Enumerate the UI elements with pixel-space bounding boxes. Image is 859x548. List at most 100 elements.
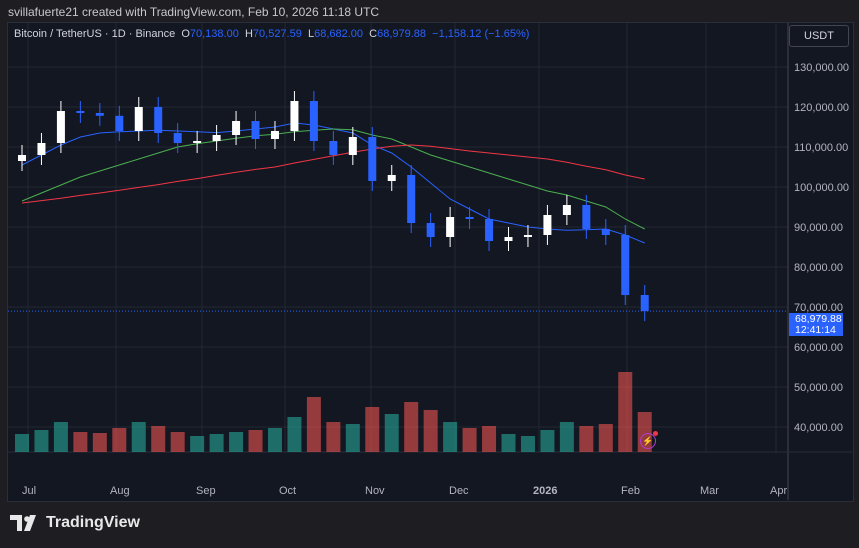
y-tick-label: 40,000.00 — [794, 422, 843, 434]
change-value: −1,158.12 (−1.65%) — [432, 28, 530, 40]
candle-body — [95, 113, 104, 116]
volume-bar — [326, 422, 341, 452]
y-tick-label: 90,000.00 — [794, 222, 843, 234]
volume-bar — [384, 414, 399, 452]
candle-body — [212, 135, 221, 141]
candle-body — [329, 141, 338, 155]
candle-body — [465, 217, 474, 219]
candle-body — [290, 101, 299, 131]
volume-bar — [345, 424, 360, 452]
last-price-tag: 68,979.88 12:41:14 — [789, 313, 843, 336]
candle-body — [543, 215, 552, 235]
candle-body — [640, 295, 649, 312]
volume-bar — [92, 433, 107, 452]
high-value: 70,527.59 — [252, 28, 302, 40]
volume-bar — [229, 432, 244, 452]
candle-body — [18, 155, 26, 161]
candle-body — [523, 235, 532, 237]
candle-body — [368, 137, 377, 181]
ma_mid-line — [21, 128, 645, 230]
bar-countdown: 12:41:14 — [795, 324, 836, 336]
volume-bar — [267, 428, 282, 452]
close-value: 68,979.88 — [377, 28, 427, 40]
y-tick-label: 70,000.00 — [794, 302, 843, 314]
candle-body — [270, 131, 279, 139]
candle-body — [173, 133, 182, 143]
volume-bar — [520, 436, 535, 452]
volume-bar — [365, 407, 380, 452]
volume-bar — [579, 426, 594, 452]
y-tick-label: 80,000.00 — [794, 262, 843, 274]
candle-body — [582, 205, 591, 229]
x-tick-label: 2026 — [533, 485, 557, 497]
volume-bar — [53, 422, 68, 452]
candle-body — [193, 141, 202, 143]
candle-body — [407, 175, 416, 223]
volume-bar — [404, 402, 419, 452]
candle-body — [621, 235, 630, 295]
x-tick-label: Oct — [279, 485, 296, 497]
y-tick-label: 120,000.00 — [794, 102, 849, 114]
volume-bar — [190, 436, 205, 452]
last-price: 68,979.88 — [795, 313, 842, 325]
volume-bar — [34, 430, 49, 452]
credit-line: svillafuerte21 created with TradingView.… — [8, 5, 380, 19]
x-tick-label: Feb — [621, 485, 640, 497]
volume-bar — [482, 426, 497, 452]
x-tick-label: Jul — [22, 485, 36, 497]
open-value: 70,138.00 — [189, 28, 239, 40]
candle-body — [485, 219, 494, 241]
x-tick-label: Dec — [449, 485, 469, 497]
volume-bar — [559, 422, 574, 452]
candle-body — [115, 115, 124, 131]
volume-bar — [306, 397, 321, 452]
candle-body — [309, 101, 318, 141]
y-tick-label: 110,000.00 — [794, 142, 848, 154]
volume-bar — [131, 422, 146, 452]
tv-logo-icon — [10, 515, 36, 531]
y-tick-label: 50,000.00 — [794, 382, 843, 394]
volume-bar — [209, 434, 224, 452]
candle-body — [251, 121, 260, 139]
candle-body — [387, 175, 396, 181]
currency-button[interactable]: USDT — [789, 25, 849, 47]
x-tick-label: Mar — [700, 485, 719, 497]
volume-bar — [151, 426, 166, 452]
candle-body — [154, 107, 163, 133]
y-tick-label: 100,000.00 — [794, 182, 849, 194]
low-label: L — [307, 28, 315, 40]
candle-body — [134, 107, 143, 131]
candle-body — [348, 137, 357, 155]
volume-bar — [15, 434, 29, 452]
x-tick-label: Aug — [110, 485, 130, 497]
volume-bar — [170, 432, 185, 452]
volume-bar — [287, 417, 302, 452]
candle-body — [56, 111, 65, 143]
candle-body — [37, 143, 46, 155]
volume-bar — [443, 422, 458, 452]
candle-body — [76, 111, 85, 113]
volume-bar — [423, 410, 438, 452]
volume-bar — [112, 428, 127, 452]
candle-body — [232, 121, 241, 135]
volume-bar — [501, 434, 516, 452]
candle-body — [446, 217, 455, 237]
lightning-icon[interactable]: ⚡ — [640, 431, 658, 449]
candle-body — [601, 229, 610, 235]
x-tick-label: Sep — [196, 485, 216, 497]
symbol-name: Bitcoin / TetherUS · 1D · Binance — [14, 28, 176, 40]
tradingview-logo[interactable]: TradingView — [10, 514, 140, 532]
volume-bar — [248, 430, 263, 452]
close-label: C — [369, 28, 378, 40]
candle-body — [562, 205, 571, 215]
open-label: O — [181, 28, 190, 40]
candle-body — [504, 237, 513, 241]
volume-bar — [462, 428, 477, 452]
y-tick-label: 130,000.00 — [794, 62, 849, 74]
volume-bar — [598, 424, 613, 452]
high-label: H — [244, 28, 253, 40]
symbol-legend: Bitcoin / TetherUS · 1D · Binance O70,13… — [14, 28, 529, 40]
volume-bar — [618, 372, 633, 452]
x-tick-label: Apr — [770, 485, 787, 497]
